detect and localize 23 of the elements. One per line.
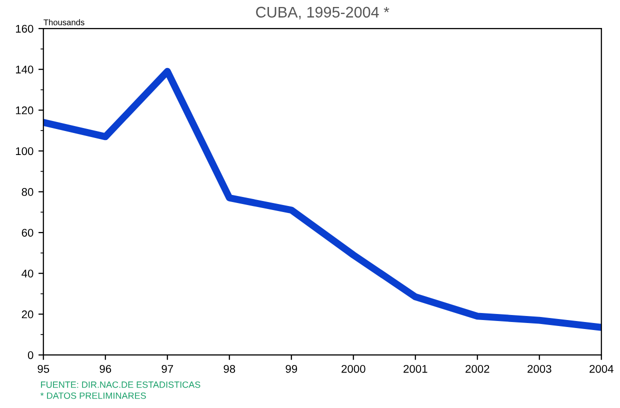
y-tick-label: 20: [22, 310, 34, 318]
y-tick-label: 40: [22, 270, 34, 278]
x-tick-label: 96: [100, 364, 112, 373]
y-tick-label: 160: [16, 24, 34, 33]
y-tick-label: 120: [16, 106, 34, 114]
y-tick-label: 100: [16, 147, 34, 156]
x-tick-label: 95: [38, 364, 50, 373]
chart-title: CUBA, 1995-2004 *: [256, 6, 390, 20]
source-note: FUENTE: DIR.NAC.DE ESTADISTICAS: [41, 381, 200, 388]
x-tick-label: 2000: [342, 364, 366, 373]
text: * DATOS PRELIMINARES: [40, 392, 146, 399]
x-tick-label: 2001: [404, 364, 428, 373]
y-tick-label: 80: [22, 188, 34, 196]
x-tick-label: 99: [286, 364, 298, 373]
x-tick-label: 2003: [528, 364, 552, 373]
x-tick-label: 97: [162, 364, 174, 373]
x-tick-label: 98: [224, 364, 236, 373]
y-axis-title: Thousands: [44, 19, 84, 26]
y-tick-label: 0: [28, 351, 34, 360]
x-tick-label: 2004: [590, 364, 614, 373]
x-tick-label: 2002: [466, 364, 490, 373]
y-tick-label: 60: [22, 228, 34, 237]
y-tick-label: 140: [16, 66, 34, 74]
